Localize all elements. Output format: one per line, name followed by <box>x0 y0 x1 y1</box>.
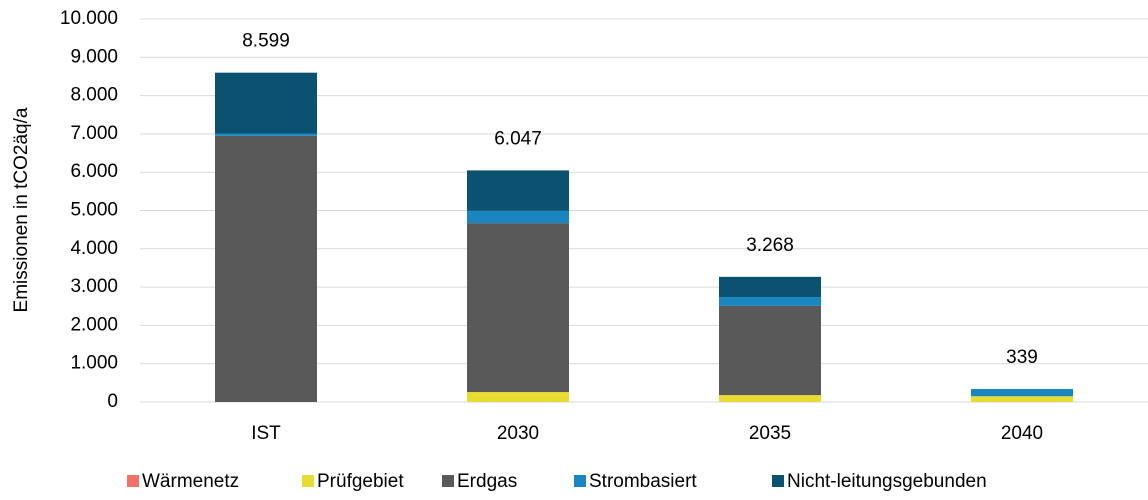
bar-segment <box>719 276 821 298</box>
y-tick-label: 1.000 <box>70 353 118 374</box>
legend-label: Erdgas <box>457 471 517 492</box>
y-tick-label: 10.000 <box>60 8 118 29</box>
y-tick-label: 6.000 <box>70 161 118 182</box>
legend-swatch <box>302 475 314 487</box>
total-label: 339 <box>1006 347 1038 368</box>
legend-swatch <box>127 475 139 487</box>
bar-segment <box>719 297 821 306</box>
legend-swatch <box>442 475 454 487</box>
y-tick-label: 3.000 <box>70 276 118 297</box>
bar-segment <box>719 395 821 402</box>
legend-label: Prüfgebiet <box>317 471 404 492</box>
x-tick-label: 2040 <box>1001 423 1043 444</box>
y-tick-label: 4.000 <box>70 238 118 259</box>
y-tick-label: 0 <box>107 391 118 412</box>
total-label: 6.047 <box>494 128 542 149</box>
legend-swatch <box>574 475 586 487</box>
y-tick-label: 9.000 <box>70 46 118 67</box>
bar-segment <box>215 135 317 402</box>
legend-label: Nicht-leitungsgebunden <box>787 471 987 492</box>
y-axis-label: Emissionen in tCO2äq/a <box>11 107 32 312</box>
total-label: 3.268 <box>746 235 794 256</box>
x-tick-label: 2030 <box>497 423 539 444</box>
bar-segment <box>215 72 317 134</box>
x-tick-label: IST <box>251 423 281 444</box>
bar-segment <box>467 392 569 402</box>
bar-segment <box>467 223 569 393</box>
y-tick-label: 2.000 <box>70 314 118 335</box>
bar-segment <box>971 396 1073 402</box>
y-tick-label: 8.000 <box>70 85 118 106</box>
bar-segment <box>971 389 1073 397</box>
legend-swatch <box>772 475 784 487</box>
total-label: 8.599 <box>242 31 290 52</box>
legend-label: Strombasiert <box>589 471 697 492</box>
bar-segment <box>215 133 317 136</box>
y-tick-label: 5.000 <box>70 200 118 221</box>
bar-segment <box>719 305 821 396</box>
x-tick-label: 2035 <box>749 423 791 444</box>
bar-segment <box>467 170 569 211</box>
y-tick-label: 7.000 <box>70 123 118 144</box>
bar-segment <box>467 210 569 224</box>
legend-label: Wärmenetz <box>142 471 239 492</box>
